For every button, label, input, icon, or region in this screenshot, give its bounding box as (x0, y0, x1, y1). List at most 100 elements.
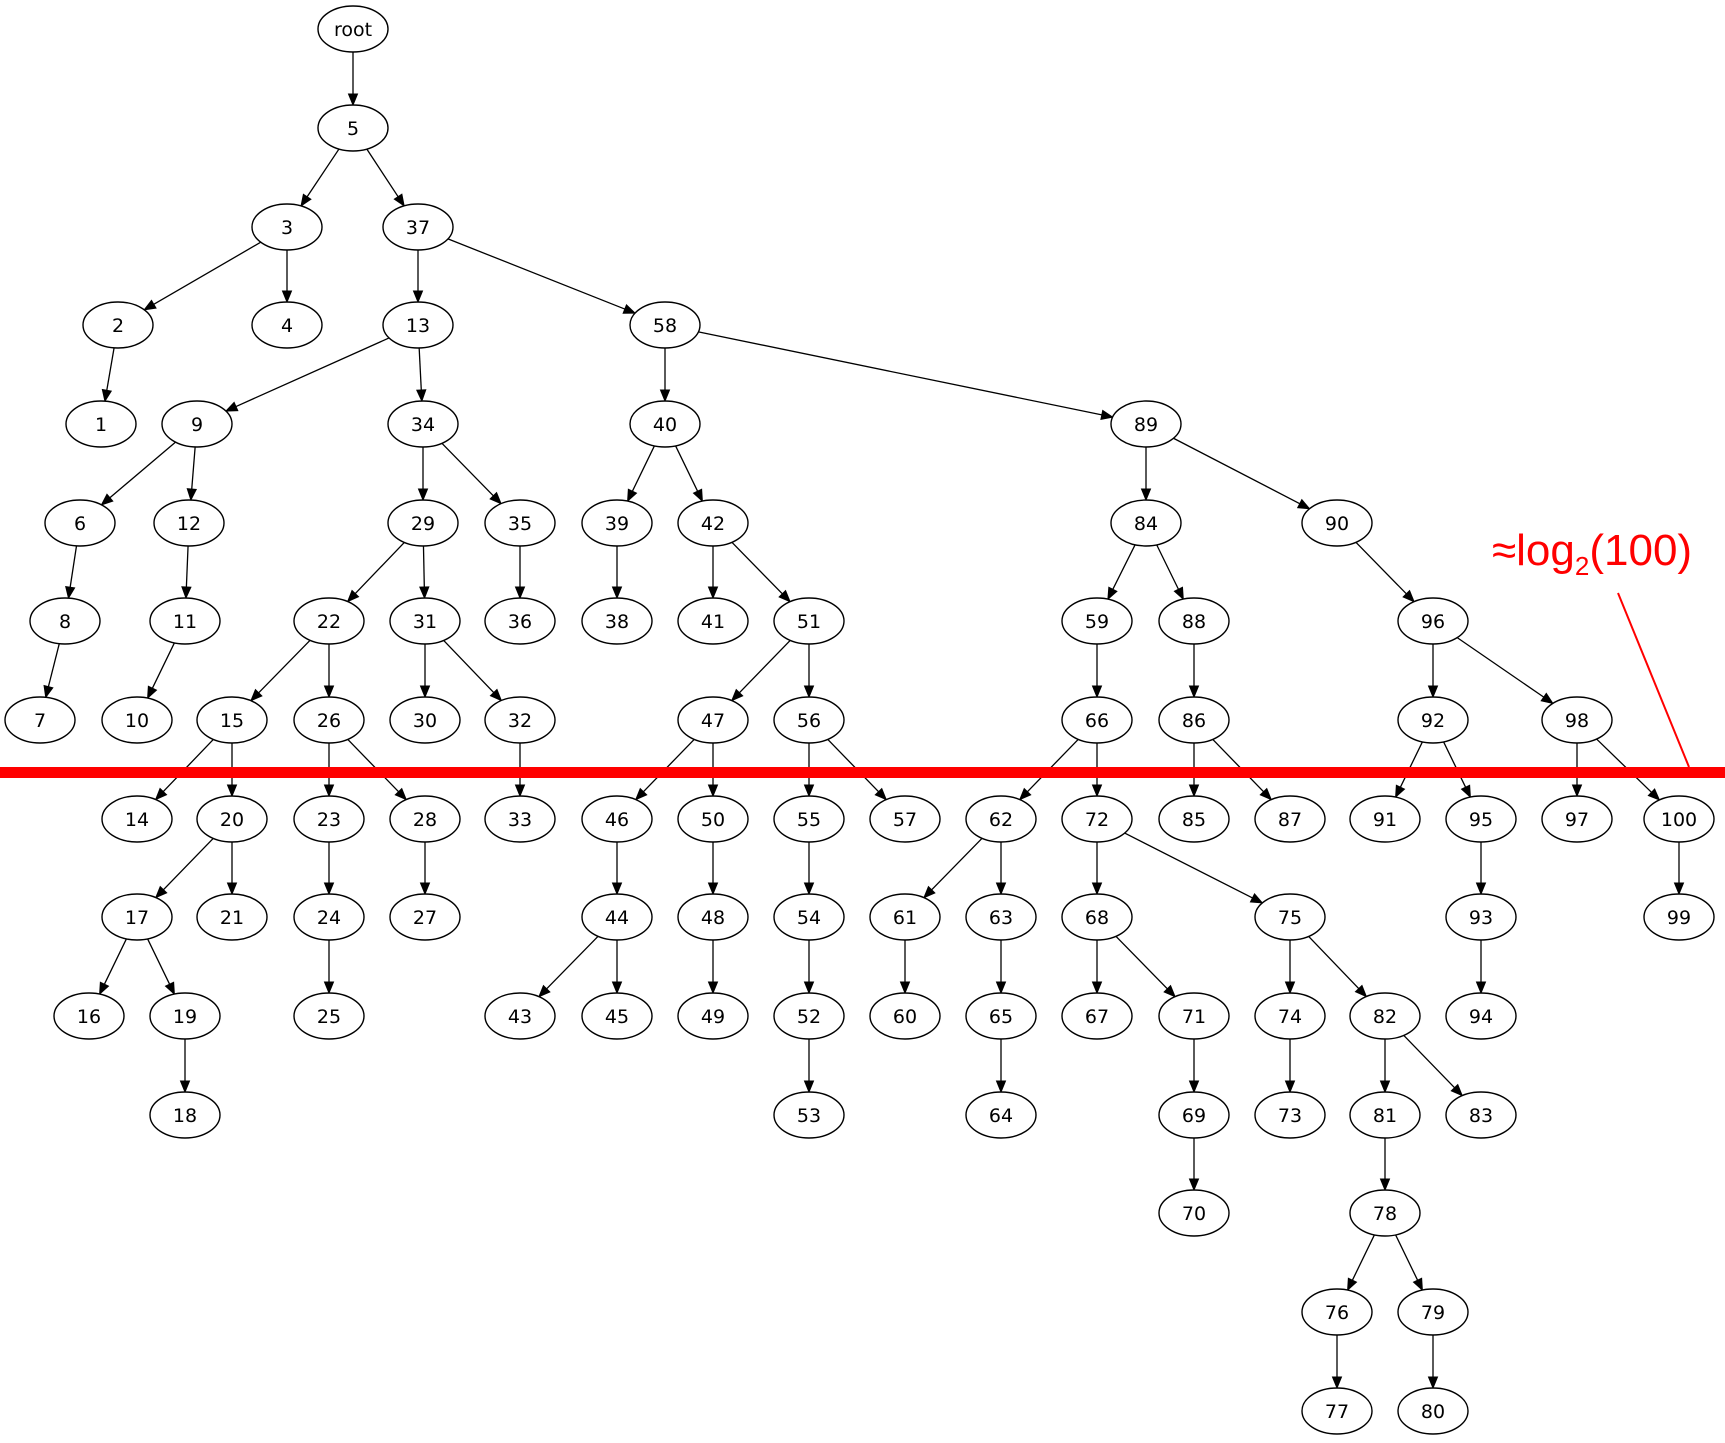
edge-93-94 (1475, 940, 1487, 995)
node-label: 10 (125, 710, 149, 732)
node-label: 27 (413, 907, 437, 929)
arrowhead (1091, 784, 1103, 798)
tree-node-98: 98 (1541, 696, 1613, 744)
arrowhead (154, 787, 168, 801)
node-label: 3 (281, 217, 293, 239)
node-ellipse (389, 597, 461, 645)
node-label: 17 (125, 907, 149, 929)
arrowhead (347, 93, 359, 107)
tree-node-93: 93 (1445, 893, 1517, 941)
tree-node-10: 10 (101, 696, 173, 744)
tree-node-42: 42 (677, 499, 749, 547)
tree-node-35: 35 (484, 499, 556, 547)
node-ellipse (1445, 1091, 1517, 1139)
arrowhead (489, 491, 502, 505)
edge-20-17 (154, 837, 214, 899)
arrowhead (803, 784, 815, 798)
tree-node-38: 38 (581, 597, 653, 645)
edge-line (235, 337, 390, 408)
node-ellipse (1061, 696, 1133, 744)
tree-node-14: 14 (101, 795, 173, 843)
node-label: 73 (1278, 1105, 1302, 1127)
tree-node-100: 100 (1643, 795, 1715, 843)
annotation-suffix: (100) (1589, 526, 1692, 575)
node-label: 82 (1373, 1006, 1397, 1028)
arrowhead (1347, 1277, 1358, 1292)
edge-61-60 (899, 940, 911, 995)
arrowhead (1249, 893, 1264, 904)
node-ellipse (1541, 696, 1613, 744)
arrowhead (995, 981, 1007, 995)
tree-node-92: 92 (1397, 696, 1469, 744)
node-ellipse (1445, 893, 1517, 941)
node-label: 55 (797, 809, 821, 831)
arrowhead (43, 684, 54, 699)
edge-2-1 (101, 347, 115, 403)
node-label: 30 (413, 710, 437, 732)
node-ellipse (1158, 992, 1230, 1040)
arrowhead (1091, 882, 1103, 896)
arrowhead (226, 784, 238, 798)
arrowhead (1450, 1083, 1464, 1097)
node-label: 39 (605, 513, 629, 535)
tree-node-25: 25 (293, 992, 365, 1040)
node-ellipse (153, 499, 225, 547)
node-ellipse (1445, 795, 1517, 843)
edge-17-19 (147, 938, 175, 996)
edge-23-24 (323, 842, 335, 896)
edge-62-63 (995, 842, 1007, 896)
arrowhead (923, 885, 936, 899)
edge-86-87 (1212, 738, 1273, 801)
node-label: 75 (1278, 907, 1302, 929)
edge-65-64 (995, 1039, 1007, 1094)
edge-19-18 (179, 1039, 191, 1094)
edge-96-98 (1456, 637, 1554, 705)
edge-59-66 (1091, 644, 1103, 699)
annotation-leader-line (1617, 592, 1690, 768)
edge-71-69 (1188, 1039, 1200, 1094)
edge-line (69, 545, 78, 588)
node-label: 15 (220, 710, 244, 732)
node-ellipse (293, 597, 365, 645)
node-label: 52 (797, 1006, 821, 1028)
node-label: 91 (1373, 809, 1397, 831)
edge-line (1308, 936, 1360, 990)
node-label: 32 (508, 710, 532, 732)
edge-95-93 (1475, 842, 1487, 896)
arrowhead (1091, 981, 1103, 995)
arrowhead (1475, 981, 1487, 995)
edge-5-37 (366, 148, 405, 207)
edge-58-89 (698, 331, 1114, 420)
edge-78-76 (1347, 1234, 1375, 1292)
edge-3-2 (143, 241, 262, 311)
node-ellipse (1061, 893, 1133, 941)
tree-node-41: 41 (677, 597, 749, 645)
arrowhead (323, 685, 335, 699)
edge-line (642, 738, 695, 793)
node-ellipse (484, 795, 556, 843)
tree-node-39: 39 (581, 499, 653, 547)
arrowhead (101, 388, 113, 403)
edge-line (366, 148, 399, 198)
node-ellipse (4, 696, 76, 744)
node-ellipse (382, 203, 454, 251)
arrowhead (412, 290, 424, 304)
node-label: 21 (220, 907, 244, 929)
node-ellipse (317, 5, 389, 53)
node-ellipse (149, 992, 221, 1040)
node-ellipse (1397, 597, 1469, 645)
node-ellipse (1349, 992, 1421, 1040)
arrowhead (803, 981, 815, 995)
edge-line (827, 738, 880, 793)
tree-node-45: 45 (581, 992, 653, 1040)
node-ellipse (773, 1091, 845, 1139)
tree-node-29: 29 (387, 499, 459, 547)
tree-node-51: 51 (773, 597, 845, 645)
node-label: 9 (191, 414, 203, 436)
tree-node-46: 46 (581, 795, 653, 843)
edge-line (1115, 935, 1168, 990)
arrowhead (1379, 1178, 1391, 1192)
tree-node-55: 55 (773, 795, 845, 843)
edge-line (1212, 738, 1265, 793)
node-ellipse (1397, 696, 1469, 744)
